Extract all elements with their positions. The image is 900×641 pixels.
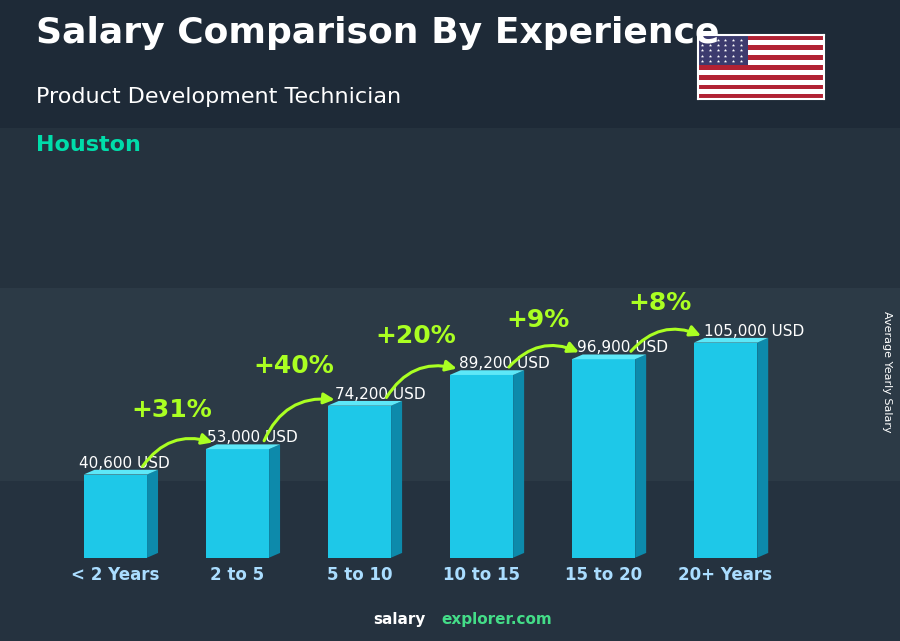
Text: +9%: +9%	[507, 308, 570, 332]
Bar	[698, 79, 824, 85]
FancyArrowPatch shape	[142, 435, 210, 467]
Polygon shape	[694, 338, 769, 343]
Polygon shape	[635, 354, 646, 558]
Text: 40,600 USD: 40,600 USD	[78, 456, 169, 470]
Text: 89,200 USD: 89,200 USD	[460, 356, 550, 371]
Bar	[698, 85, 824, 90]
Bar	[698, 55, 824, 60]
Bar	[698, 35, 748, 65]
Bar	[698, 75, 824, 79]
Text: +31%: +31%	[131, 398, 212, 422]
Bar	[698, 50, 824, 55]
Bar	[698, 40, 824, 45]
Text: 53,000 USD: 53,000 USD	[207, 430, 298, 445]
Bar	[698, 60, 824, 65]
Text: Houston: Houston	[36, 135, 141, 154]
Polygon shape	[147, 470, 158, 558]
Bar	[698, 35, 824, 40]
Polygon shape	[757, 338, 769, 558]
FancyArrowPatch shape	[386, 362, 454, 397]
Polygon shape	[328, 401, 402, 406]
Bar	[572, 359, 635, 558]
Text: +20%: +20%	[376, 324, 456, 347]
Bar	[328, 406, 392, 558]
Bar	[205, 449, 269, 558]
Polygon shape	[392, 401, 402, 558]
Bar	[694, 343, 757, 558]
Text: +40%: +40%	[254, 354, 335, 378]
Polygon shape	[572, 354, 646, 359]
Text: explorer.com: explorer.com	[441, 612, 552, 627]
Polygon shape	[269, 444, 280, 558]
Bar	[450, 375, 513, 558]
Text: Salary Comparison By Experience: Salary Comparison By Experience	[36, 16, 719, 50]
Text: 96,900 USD: 96,900 USD	[577, 340, 668, 355]
Polygon shape	[513, 370, 524, 558]
Text: Product Development Technician: Product Development Technician	[36, 87, 401, 106]
FancyArrowPatch shape	[264, 394, 331, 441]
Bar	[698, 90, 824, 94]
Bar	[698, 45, 824, 50]
Text: 74,200 USD: 74,200 USD	[335, 387, 426, 402]
Polygon shape	[450, 370, 524, 375]
Text: salary: salary	[374, 612, 426, 627]
Bar	[698, 94, 824, 99]
Text: 105,000 USD: 105,000 USD	[704, 324, 804, 338]
Bar	[698, 70, 824, 75]
Text: +8%: +8%	[628, 291, 692, 315]
Bar	[698, 65, 824, 70]
Polygon shape	[205, 444, 280, 449]
Text: Average Yearly Salary: Average Yearly Salary	[881, 311, 892, 433]
FancyArrowPatch shape	[631, 327, 698, 351]
FancyArrowPatch shape	[508, 344, 576, 367]
Bar	[84, 474, 147, 558]
Polygon shape	[84, 470, 158, 474]
